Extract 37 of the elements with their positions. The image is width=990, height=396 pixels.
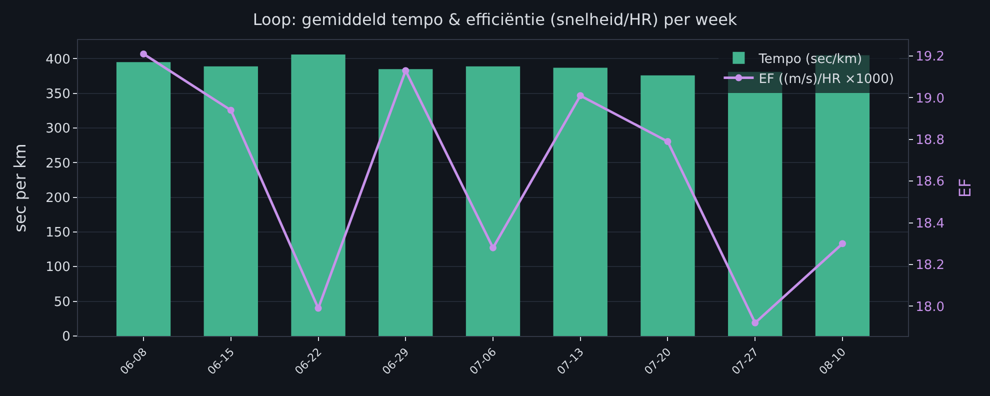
point: [490, 244, 496, 252]
y-tick-label: 250: [46, 156, 70, 172]
y-tick-label: 300: [46, 122, 70, 137]
chart-title: Loop: gemiddeld tempo & efficiëntie (snelheid/HR) per week: [252, 10, 738, 30]
y-tick-label: 50: [54, 294, 70, 310]
point: [752, 319, 759, 326]
bar: [378, 69, 433, 336]
point: [402, 67, 410, 74]
y-axis-title: sec per km: [10, 144, 30, 232]
point: [140, 50, 148, 58]
y2-tick-label: 18.2: [916, 258, 945, 274]
y2-axis-title: EF: [955, 178, 974, 198]
y-tick-label: 150: [46, 226, 70, 241]
point: [314, 304, 322, 312]
y-tick-label: 0: [62, 330, 70, 345]
point: [227, 106, 234, 114]
legend-label: EF ((m/s)/HR ×1000): [758, 72, 894, 87]
bar: [553, 68, 608, 336]
bar: [116, 62, 171, 336]
y-tick-label: 100: [46, 260, 70, 276]
y2-tick-label: 18.4: [916, 216, 945, 232]
bar: [204, 66, 258, 336]
bar: [640, 75, 695, 336]
y-tick-label: 400: [46, 52, 70, 68]
point: [664, 138, 672, 146]
y2-tick-label: 19.2: [916, 50, 945, 65]
y2-tick-label: 18.6: [916, 174, 945, 190]
y-tick-label: 200: [46, 190, 70, 206]
legend-label: Tempo (sec/km): [758, 52, 862, 67]
point: [576, 92, 584, 100]
y2-tick-label: 18.0: [916, 300, 945, 315]
bar: [291, 54, 346, 336]
y2-tick-label: 18.8: [916, 132, 945, 148]
bar: [466, 66, 520, 336]
point: [838, 240, 846, 248]
y2-tick-label: 19.0: [916, 91, 945, 106]
y-tick-label: 350: [46, 86, 70, 102]
